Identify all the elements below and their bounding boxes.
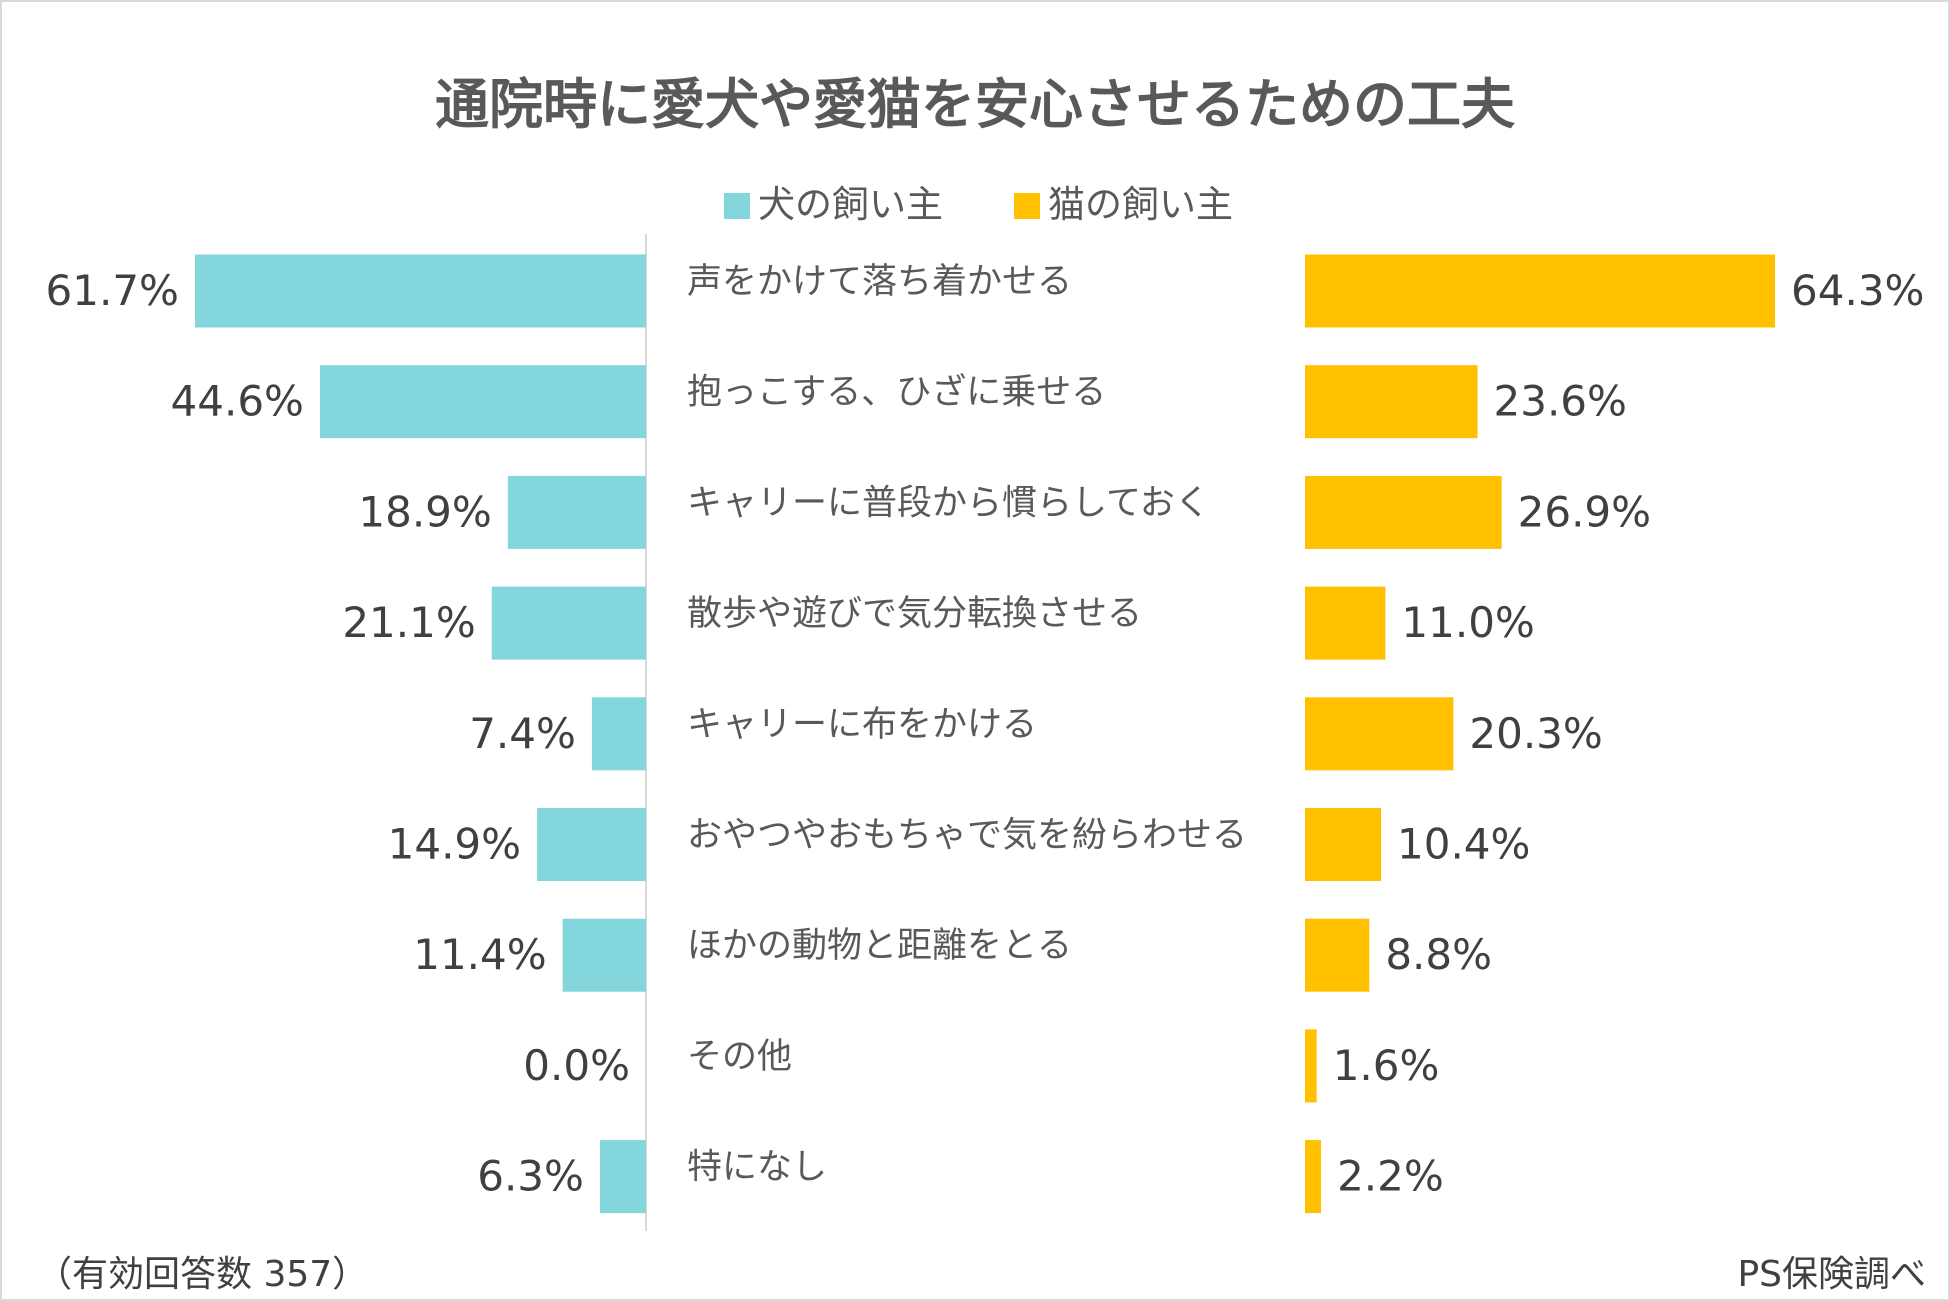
legend-label-dog: 犬の飼い主 (758, 183, 943, 226)
bar-cat (1305, 365, 1478, 439)
value-label-dog: 21.1% (342, 598, 475, 647)
bar-dog (319, 365, 646, 439)
bar-dog (194, 254, 646, 328)
value-label-dog: 61.7% (46, 266, 179, 315)
value-label-cat: 20.3% (1469, 709, 1602, 758)
value-label-dog: 0.0% (523, 1041, 630, 1090)
value-label-cat: 23.6% (1494, 377, 1627, 426)
legend-item-cat: 猫の飼い主 (1014, 174, 1233, 228)
category-label: キャリーに普段から慣らしておく (687, 483, 1210, 523)
value-label-cat: 64.3% (1791, 266, 1924, 315)
value-label-dog: 18.9% (358, 487, 491, 536)
bar-cat (1305, 1140, 1322, 1214)
value-label-cat: 11.0% (1401, 598, 1534, 647)
category-label: その他 (687, 1037, 792, 1077)
legend-item-dog: 犬の飼い主 (724, 174, 943, 228)
value-label-dog: 6.3% (477, 1152, 584, 1201)
footer-source: PS保険調べ (1737, 1254, 1926, 1295)
bar-cat (1305, 697, 1454, 771)
category-label: おやつやおもちゃで気を紛らわせる (687, 816, 1247, 856)
bar-cat (1305, 475, 1502, 549)
bar-dog (537, 808, 646, 881)
category-label: ほかの動物と距離をとる (687, 926, 1072, 966)
chart-title: 通院時に愛犬や愛猫を安心させるための工夫 (435, 73, 1515, 136)
value-label-cat: 8.8% (1385, 930, 1492, 979)
value-label-dog: 14.9% (388, 820, 521, 869)
legend-swatch-dog (724, 193, 750, 219)
bar-cat (1305, 254, 1776, 328)
bar-dog (562, 918, 646, 992)
legend-swatch-cat (1014, 193, 1040, 219)
footer-sample-size: （有効回答数 357） (36, 1254, 369, 1295)
bar-cat (1305, 586, 1386, 660)
bar-dog (599, 1140, 646, 1214)
category-label: 散歩や遊びで気分転換させる (687, 594, 1142, 634)
bar-dog (507, 475, 646, 549)
value-label-cat: 2.2% (1337, 1152, 1444, 1201)
bar-dog (591, 697, 646, 771)
category-label: 抱っこする、ひざに乗せる (687, 373, 1106, 413)
value-label-dog: 7.4% (469, 709, 576, 758)
bar-cat (1305, 808, 1382, 881)
value-label-dog: 11.4% (413, 930, 546, 979)
legend-label-cat: 猫の飼い主 (1048, 183, 1233, 226)
category-label: 特になし (687, 1148, 827, 1188)
value-label-cat: 1.6% (1333, 1041, 1440, 1090)
bar-cat (1305, 918, 1370, 992)
value-label-cat: 10.4% (1397, 820, 1530, 869)
value-label-dog: 44.6% (171, 377, 304, 426)
category-label: キャリーに布をかける (687, 705, 1037, 745)
bar-dog (491, 586, 646, 660)
value-label-cat: 26.9% (1518, 487, 1651, 536)
bar-cat (1305, 1029, 1317, 1103)
category-label: 声をかけて落ち着かせる (687, 262, 1072, 302)
